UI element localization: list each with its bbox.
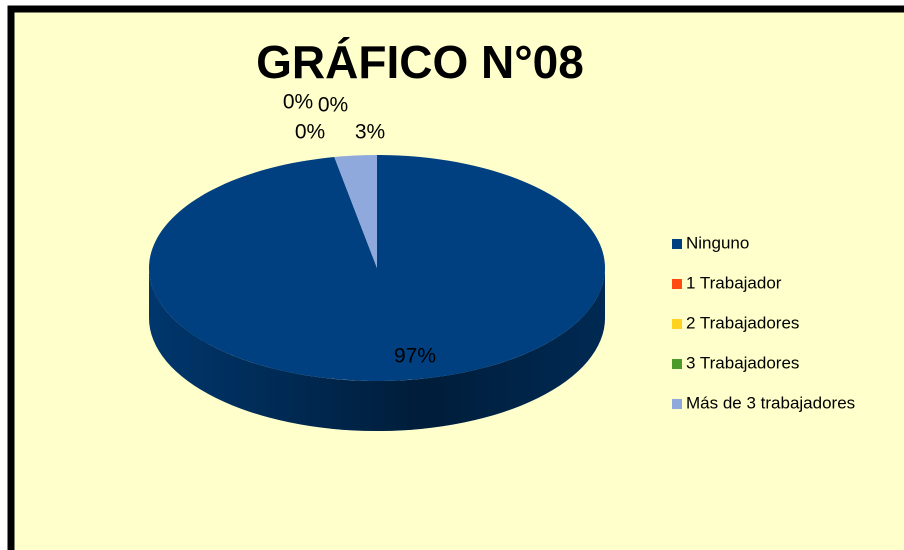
slice-side-shade (149, 268, 605, 431)
slice (334, 155, 377, 268)
pie (148, 155, 605, 431)
legend-swatch (672, 399, 682, 409)
legend-swatch (672, 239, 682, 249)
legend-label: 2 Trabajadores (686, 313, 799, 332)
data-label: 0% (283, 91, 313, 114)
data-label: 97% (394, 345, 436, 368)
legend-swatch (672, 359, 682, 369)
legend-swatch (672, 319, 682, 329)
chart-title: GRÁFICO N°08 (256, 36, 584, 88)
legend-label: 3 Trabajadores (686, 353, 799, 372)
data-label: 0% (295, 121, 325, 144)
legend-label: 1 Trabajador (686, 273, 782, 292)
data-label: 0% (318, 94, 348, 117)
legend-label: Ninguno (686, 233, 749, 252)
legend-swatch (672, 279, 682, 289)
legend: Ninguno 1 Trabajador 2 Trabajadores 3 Traba… (672, 233, 855, 412)
slice (148, 155, 605, 381)
data-label: 3% (355, 121, 385, 144)
legend-label: Más de 3 trabajadores (686, 393, 855, 412)
data-labels: 97%0% 0%0% 3% (283, 91, 436, 368)
